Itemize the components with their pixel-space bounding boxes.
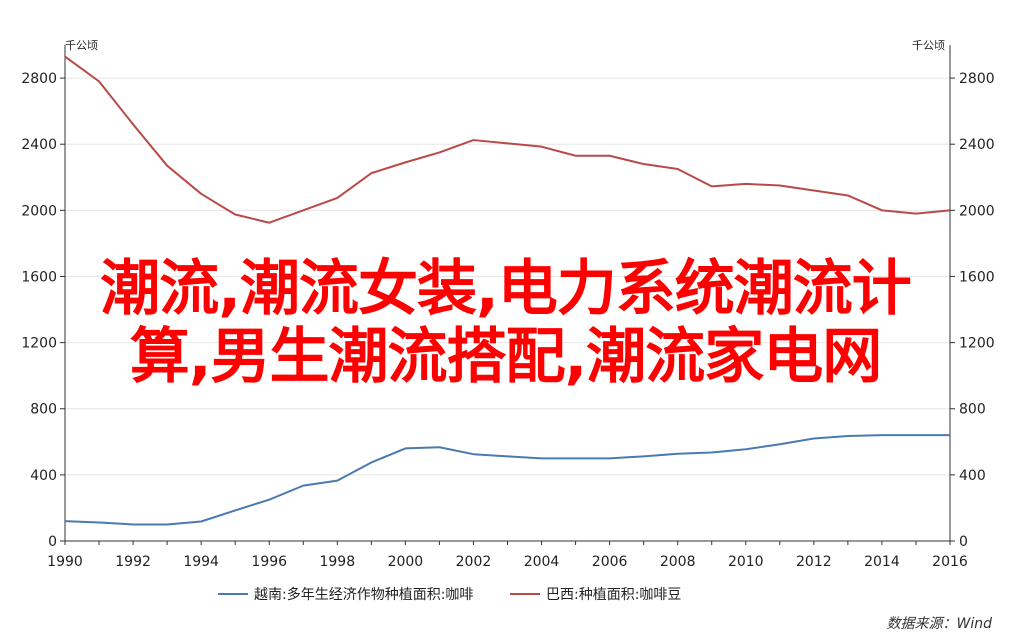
left-y-tick-label: 400 bbox=[30, 468, 57, 484]
x-tick-label: 2000 bbox=[388, 554, 424, 570]
right-y-tick-label: 2000 bbox=[959, 203, 995, 219]
right-y-tick-label: 2400 bbox=[959, 137, 995, 153]
data-source: 数据来源：Wind bbox=[887, 616, 993, 632]
left-y-tick-label: 2800 bbox=[21, 71, 57, 87]
right-y-tick-label: 0 bbox=[959, 534, 968, 550]
x-tick-label: 1992 bbox=[115, 554, 151, 570]
left-y-tick-label: 800 bbox=[30, 402, 57, 418]
legend: 越南:多年生经济作物种植面积:咖啡 巴西:种植面积:咖啡豆 bbox=[218, 586, 681, 603]
legend-label-2: 巴西:种植面积:咖啡豆 bbox=[546, 587, 681, 603]
right-axis-unit: 千公顷 bbox=[912, 39, 945, 52]
legend-label-1: 越南:多年生经济作物种植面积:咖啡 bbox=[254, 586, 473, 603]
left-y-tick-label: 1600 bbox=[21, 269, 57, 285]
overlay-headline-line-2: 算,男生潮流搭配,潮流家电网 bbox=[129, 322, 883, 392]
x-tick-label: 2012 bbox=[796, 554, 832, 570]
right-y-tick-labels: 0 400 800 1200 1600 2000 2400 2800 bbox=[959, 71, 995, 550]
x-tick-label: 2016 bbox=[932, 554, 968, 570]
x-tick-label: 2008 bbox=[660, 554, 696, 570]
right-y-tick-label: 1200 bbox=[959, 336, 995, 352]
left-y-tick-label: 2400 bbox=[21, 137, 57, 153]
right-y-tick-label: 800 bbox=[959, 402, 986, 418]
x-tick-label: 1990 bbox=[47, 554, 83, 570]
series-line-2 bbox=[64, 55, 951, 224]
x-tick-label: 2010 bbox=[728, 554, 764, 570]
left-axis-unit: 千公顷 bbox=[65, 39, 98, 52]
left-y-tick-label: 2000 bbox=[21, 203, 57, 219]
x-tick-label: 1996 bbox=[251, 554, 287, 570]
right-y-tick-label: 1600 bbox=[959, 269, 995, 285]
x-tick-labels: 1990 1992 1994 1996 1998 2000 2002 2004 2006 2008… bbox=[47, 554, 968, 570]
x-tick-label: 2014 bbox=[864, 554, 900, 570]
x-tick-label: 1994 bbox=[183, 554, 219, 570]
left-y-tick-labels: 0 400 800 1200 1600 2000 2400 2800 bbox=[21, 71, 57, 550]
left-y-tick-label: 0 bbox=[48, 534, 57, 550]
overlay-headline-line-1: 潮流,潮流女装,电力系统潮流计 bbox=[100, 254, 912, 324]
x-tick-label: 2004 bbox=[524, 554, 560, 570]
left-y-tick-label: 1200 bbox=[21, 336, 57, 352]
series-line-1 bbox=[64, 434, 950, 526]
axes bbox=[60, 45, 955, 545]
x-tick-label: 2006 bbox=[592, 554, 628, 570]
x-tick-label: 1998 bbox=[319, 554, 355, 570]
x-tick-label: 2002 bbox=[456, 554, 492, 570]
right-y-tick-label: 2800 bbox=[959, 71, 995, 87]
series-lines bbox=[64, 55, 951, 526]
right-y-tick-label: 400 bbox=[959, 468, 986, 484]
